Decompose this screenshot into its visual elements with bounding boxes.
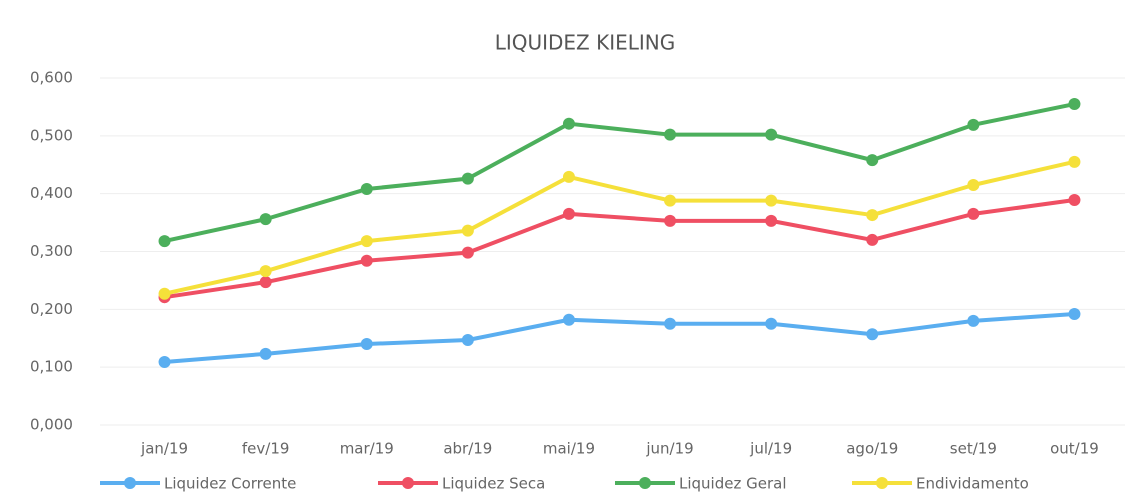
legend-marker <box>402 477 414 489</box>
point <box>1068 155 1081 168</box>
series-line <box>164 159 1075 296</box>
point <box>664 194 677 207</box>
point <box>259 265 272 278</box>
point <box>461 333 474 346</box>
x-tick-label: fev/19 <box>242 440 290 458</box>
x-tick-label: jul/19 <box>749 440 792 458</box>
point <box>1068 98 1081 111</box>
point <box>562 207 575 220</box>
chart-title: LIQUIDEZ KIELING <box>495 31 676 55</box>
point <box>1068 194 1081 207</box>
point <box>562 313 575 326</box>
series-line <box>164 311 1075 364</box>
point <box>765 317 778 330</box>
y-tick-label: 0,600 <box>30 69 73 87</box>
x-tick-label: jun/19 <box>645 440 693 458</box>
y-tick-label: 0,300 <box>30 242 73 260</box>
point <box>259 213 272 226</box>
point <box>866 328 879 341</box>
y-tick-label: 0,400 <box>30 184 73 202</box>
point <box>1068 307 1081 320</box>
point <box>664 214 677 227</box>
legend-label: Liquidez Seca <box>442 475 545 493</box>
legend-label: Liquidez Corrente <box>164 475 296 493</box>
point <box>158 287 171 300</box>
point <box>765 194 778 207</box>
point <box>461 172 474 185</box>
point <box>967 178 980 191</box>
series-line <box>164 102 1075 244</box>
legend-marker <box>124 477 136 489</box>
y-tick-label: 0,500 <box>30 126 73 144</box>
legend-label: Liquidez Geral <box>679 475 787 493</box>
point <box>360 254 373 267</box>
point <box>562 117 575 130</box>
y-tick-label: 0,100 <box>30 358 73 376</box>
point <box>967 207 980 220</box>
point <box>158 355 171 368</box>
x-tick-label: jan/19 <box>140 440 188 458</box>
point <box>259 347 272 360</box>
point <box>664 128 677 141</box>
legend-marker <box>876 477 888 489</box>
x-tick-label: mai/19 <box>543 440 595 458</box>
point <box>967 118 980 131</box>
point <box>967 314 980 327</box>
point <box>360 338 373 351</box>
legend-label: Endividamento <box>916 475 1029 493</box>
point <box>866 154 879 167</box>
point <box>360 235 373 248</box>
point <box>158 235 171 248</box>
x-tick-label: mar/19 <box>340 440 394 458</box>
point <box>461 246 474 259</box>
point <box>259 276 272 289</box>
point <box>360 183 373 196</box>
point <box>461 224 474 237</box>
x-tick-label: abr/19 <box>443 440 492 458</box>
y-tick-label: 0,000 <box>30 416 73 434</box>
point <box>866 233 879 246</box>
point <box>664 317 677 330</box>
point <box>765 214 778 227</box>
series-line <box>164 198 1075 300</box>
x-tick-label: out/19 <box>1050 440 1099 458</box>
y-tick-label: 0,200 <box>30 300 73 318</box>
x-tick-label: set/19 <box>950 440 997 458</box>
point <box>765 128 778 141</box>
x-tick-label: ago/19 <box>846 440 898 458</box>
point <box>562 170 575 183</box>
point <box>866 209 879 222</box>
legend-marker <box>639 477 651 489</box>
